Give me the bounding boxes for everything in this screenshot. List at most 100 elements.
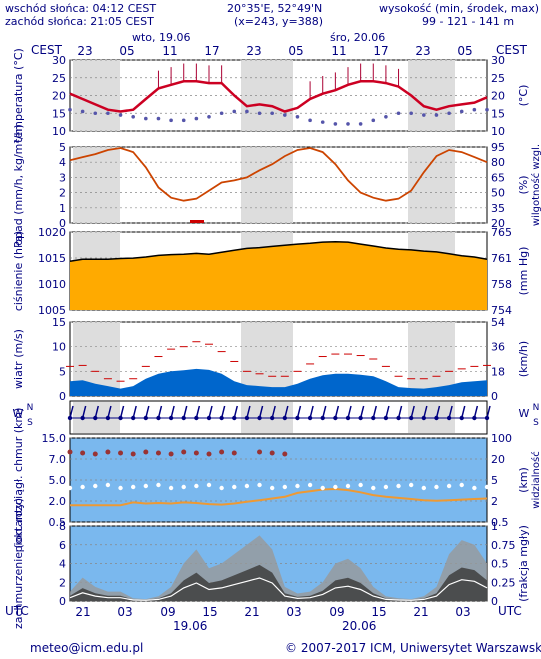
- panel2-tick-right-0: 765: [491, 226, 512, 239]
- dewpoint-point: [333, 122, 338, 126]
- bottom-date-1: 19.06: [173, 619, 208, 633]
- cloud-top-point: [219, 449, 225, 455]
- cloud-top-point: [193, 450, 199, 456]
- cloud-top-point: [282, 451, 288, 457]
- wind-direction-dot: [93, 415, 98, 421]
- panel0-tick-left-4: 10: [52, 125, 66, 138]
- panel4-tick-right-4: 0.5: [491, 516, 509, 529]
- cloud-base-point: [358, 482, 363, 488]
- dewpoint-point: [181, 118, 186, 123]
- bottom-hour-6: 09: [329, 605, 344, 619]
- cloud-base-point: [345, 483, 351, 489]
- cloud-base-point: [194, 483, 199, 489]
- cloud-top-point: [80, 450, 86, 456]
- panel2-tick-right-2: 758: [491, 278, 512, 291]
- panel0-ylabel-right: (°C): [517, 85, 530, 107]
- dewpoint-point: [447, 111, 451, 116]
- panel5-tick-right-0: 1: [491, 520, 498, 533]
- top-day-label-1: wto, 19.06: [132, 31, 191, 44]
- panel1-tick-left-3: 2: [59, 187, 66, 200]
- fog-fraction-line: [69, 577, 488, 601]
- wind-direction-dot: [408, 415, 414, 421]
- wind-direction-dot: [371, 415, 376, 421]
- cloud-base-point: [80, 484, 85, 490]
- dewpoint-point: [232, 109, 237, 114]
- cloud-base-point: [459, 482, 464, 488]
- panel1-tick-left-4: 1: [59, 202, 66, 215]
- cloud-top-point: [105, 449, 111, 455]
- top-hour-4: 23: [246, 44, 261, 58]
- top-hour-7: 17: [373, 44, 388, 58]
- dewpoint-point: [169, 118, 173, 123]
- panel2-tick-right-3: 754: [491, 304, 512, 317]
- bottom-hour-4: 21: [244, 605, 259, 619]
- dewpoint-point: [485, 107, 489, 112]
- wind-direction-dot: [421, 415, 427, 421]
- panel3-ylabel-left: wiatr (m/s): [12, 329, 25, 389]
- wind-compass-w-left: W: [13, 407, 24, 420]
- panel1-ylabel-right2: wilgotność wzgl.: [530, 144, 541, 226]
- cloud-cover-area-low: [70, 564, 487, 601]
- panel2-tick-left-1: 1015: [38, 252, 66, 265]
- panel0-tick-right-4: 10: [491, 125, 505, 138]
- wind-compass-w-right: W: [519, 407, 530, 420]
- dewpoint-point: [144, 116, 148, 121]
- cloud-base-point: [118, 485, 123, 491]
- cloud-base-point: [257, 482, 262, 488]
- dewpoint-point: [194, 116, 199, 121]
- wind-direction-dot: [320, 415, 325, 421]
- bottom-hour-9: 03: [455, 605, 470, 619]
- bottom-hour-1: 03: [117, 605, 132, 619]
- panel5-tick-left-4: 0: [59, 595, 66, 608]
- panel4-tick-right-2: 5: [491, 474, 498, 487]
- cloud-top-point: [168, 451, 174, 457]
- dewpoint-point: [118, 113, 123, 117]
- panel0-tick-right-1: 25: [491, 72, 505, 85]
- panel0-tick-right-3: 15: [491, 107, 505, 120]
- panel5-tick-right-1: 0.75: [491, 539, 516, 552]
- panel1-tick-right-1: 80: [491, 156, 505, 169]
- pressure-line: [69, 241, 488, 263]
- cloud-base-point: [105, 482, 111, 488]
- dewpoint-point: [257, 111, 262, 116]
- wind-direction-dot: [143, 415, 149, 421]
- dewpoint-point: [422, 113, 426, 117]
- bottom-hour-2: 09: [160, 605, 175, 619]
- wind-direction-dot: [269, 415, 275, 421]
- top-hour-5: 05: [288, 44, 303, 58]
- top-day-label-2: śro, 20.06: [330, 31, 386, 44]
- panel1-ylabel-left: opad (mm/h, kg/m²/h): [12, 124, 25, 245]
- wind-compass-s-left: S: [27, 418, 33, 428]
- cloud-base-point: [307, 482, 313, 488]
- bottom-date-2: 20.06: [342, 619, 377, 633]
- cloud-base-point: [446, 483, 452, 489]
- elevation-label: wysokość (min, środek, max): [379, 2, 540, 15]
- cloud-base-point: [472, 485, 477, 491]
- bottom-hour-7: 15: [371, 605, 386, 619]
- bottom-timezone-right: UTC: [498, 604, 522, 618]
- dewpoint-point: [93, 111, 98, 116]
- wind-direction-dot: [232, 415, 237, 421]
- wind-direction-dot: [434, 415, 439, 421]
- cloud-base-point: [130, 484, 136, 490]
- wind-direction-dot: [307, 415, 313, 421]
- dewpoint-point: [434, 113, 439, 117]
- wind-direction-dot: [333, 415, 338, 421]
- dewpoint-point: [219, 111, 224, 116]
- panel5-tick-right-3: 0.25: [491, 576, 516, 589]
- panel3-tick-right-2: 18: [491, 365, 505, 378]
- cloud-top-point: [130, 451, 136, 457]
- wind-direction-dot: [219, 415, 224, 421]
- footer-email[interactable]: meteo@icm.edu.pl: [30, 641, 144, 655]
- wind-direction-dot: [130, 415, 136, 421]
- cloud-base-point: [396, 483, 401, 489]
- panel4-tick-right-0: 100: [491, 432, 512, 445]
- wind-direction-dot: [484, 415, 490, 421]
- panel3-tick-left-0: 15: [52, 316, 66, 329]
- panel3-ylabel-right: (km/h): [517, 341, 530, 377]
- panel5-tick-left-0: 8: [59, 520, 66, 533]
- cloud-top-point: [92, 451, 98, 457]
- wind-direction-dot: [358, 415, 363, 421]
- cloud-base-point: [93, 483, 98, 489]
- wind-direction-dot: [181, 415, 186, 421]
